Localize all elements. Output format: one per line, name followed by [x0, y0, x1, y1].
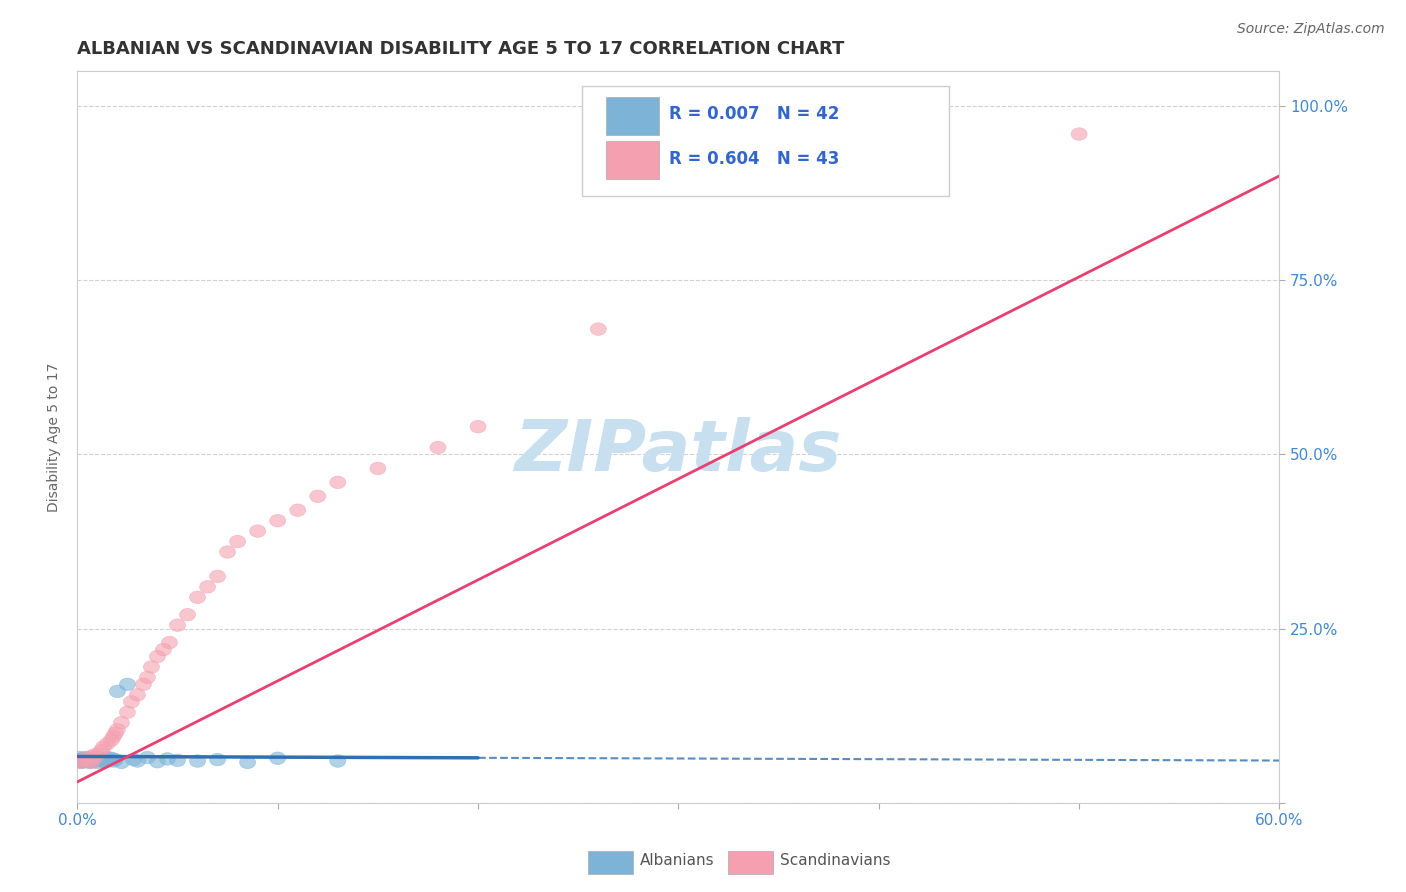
Ellipse shape — [330, 755, 346, 767]
Ellipse shape — [290, 504, 305, 516]
Ellipse shape — [239, 756, 256, 769]
Ellipse shape — [83, 756, 100, 769]
Ellipse shape — [72, 755, 87, 767]
Ellipse shape — [190, 755, 205, 767]
Ellipse shape — [591, 323, 606, 335]
Text: Scandinavians: Scandinavians — [780, 854, 891, 868]
Ellipse shape — [159, 753, 176, 765]
Ellipse shape — [229, 535, 246, 548]
Ellipse shape — [114, 716, 129, 729]
Ellipse shape — [97, 756, 114, 768]
Ellipse shape — [209, 570, 225, 582]
Ellipse shape — [86, 754, 101, 766]
Ellipse shape — [219, 546, 236, 558]
Ellipse shape — [104, 752, 120, 764]
Ellipse shape — [72, 751, 87, 764]
Ellipse shape — [270, 752, 285, 764]
Ellipse shape — [129, 755, 145, 767]
Ellipse shape — [87, 755, 104, 767]
Text: Albanians: Albanians — [640, 854, 714, 868]
Ellipse shape — [200, 581, 215, 593]
FancyBboxPatch shape — [582, 86, 949, 195]
Ellipse shape — [180, 608, 195, 621]
Ellipse shape — [105, 731, 121, 743]
Ellipse shape — [330, 476, 346, 489]
Ellipse shape — [73, 754, 90, 766]
Ellipse shape — [209, 754, 225, 766]
Ellipse shape — [82, 756, 97, 769]
Ellipse shape — [93, 755, 110, 767]
Text: ZIPatlas: ZIPatlas — [515, 417, 842, 486]
Ellipse shape — [83, 756, 100, 768]
Ellipse shape — [162, 636, 177, 648]
Ellipse shape — [73, 756, 90, 769]
Ellipse shape — [190, 591, 205, 604]
FancyBboxPatch shape — [606, 97, 659, 135]
Ellipse shape — [110, 685, 125, 698]
Ellipse shape — [77, 754, 93, 766]
Ellipse shape — [143, 661, 159, 673]
Ellipse shape — [72, 755, 87, 767]
Ellipse shape — [309, 490, 326, 502]
Ellipse shape — [73, 756, 90, 769]
Ellipse shape — [101, 754, 118, 766]
Ellipse shape — [76, 754, 91, 766]
Ellipse shape — [124, 696, 139, 708]
Ellipse shape — [129, 689, 145, 701]
Ellipse shape — [90, 756, 105, 769]
Ellipse shape — [76, 753, 91, 765]
Ellipse shape — [110, 723, 125, 736]
Ellipse shape — [86, 751, 101, 764]
Ellipse shape — [100, 738, 115, 750]
Text: R = 0.007   N = 42: R = 0.007 N = 42 — [669, 104, 839, 123]
Ellipse shape — [105, 755, 121, 767]
Text: Source: ZipAtlas.com: Source: ZipAtlas.com — [1237, 22, 1385, 37]
Ellipse shape — [156, 643, 172, 656]
Ellipse shape — [82, 755, 97, 767]
Ellipse shape — [90, 752, 105, 764]
Ellipse shape — [270, 515, 285, 527]
Ellipse shape — [120, 706, 135, 719]
Ellipse shape — [96, 740, 111, 754]
Ellipse shape — [87, 751, 104, 764]
Ellipse shape — [82, 754, 97, 766]
Ellipse shape — [170, 619, 186, 632]
Text: ALBANIAN VS SCANDINAVIAN DISABILITY AGE 5 TO 17 CORRELATION CHART: ALBANIAN VS SCANDINAVIAN DISABILITY AGE … — [77, 40, 845, 58]
Ellipse shape — [149, 650, 166, 663]
Ellipse shape — [79, 751, 96, 764]
Ellipse shape — [1071, 128, 1087, 140]
Ellipse shape — [86, 749, 101, 762]
Y-axis label: Disability Age 5 to 17: Disability Age 5 to 17 — [48, 362, 62, 512]
Ellipse shape — [125, 754, 142, 766]
Ellipse shape — [470, 420, 486, 433]
Ellipse shape — [114, 756, 129, 769]
Ellipse shape — [170, 754, 186, 766]
Ellipse shape — [79, 755, 96, 767]
Ellipse shape — [93, 744, 110, 756]
Ellipse shape — [90, 747, 105, 760]
Ellipse shape — [139, 671, 156, 683]
Ellipse shape — [96, 753, 111, 765]
Ellipse shape — [250, 524, 266, 537]
Ellipse shape — [107, 727, 124, 739]
Ellipse shape — [139, 751, 156, 764]
FancyBboxPatch shape — [606, 141, 659, 179]
Text: R = 0.604   N = 43: R = 0.604 N = 43 — [669, 150, 839, 168]
Ellipse shape — [135, 678, 152, 690]
Ellipse shape — [91, 754, 107, 766]
Ellipse shape — [76, 756, 91, 768]
Ellipse shape — [149, 756, 166, 768]
Ellipse shape — [79, 752, 96, 764]
Ellipse shape — [77, 751, 93, 764]
Ellipse shape — [370, 462, 385, 475]
Ellipse shape — [83, 753, 100, 765]
Ellipse shape — [430, 442, 446, 454]
Ellipse shape — [120, 678, 135, 690]
Ellipse shape — [104, 734, 120, 747]
Ellipse shape — [100, 751, 115, 764]
Ellipse shape — [107, 754, 124, 766]
